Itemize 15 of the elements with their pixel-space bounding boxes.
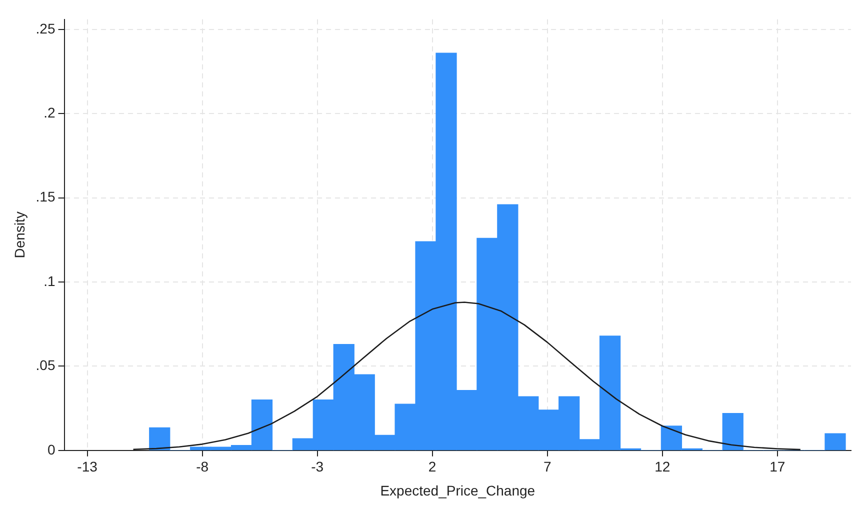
- y-tick-label: .25: [36, 20, 56, 36]
- x-tick-label: -3: [311, 458, 324, 475]
- x-tick-label: 12: [654, 458, 670, 475]
- y-tick-label: 0: [47, 441, 56, 458]
- x-tick-label: 17: [770, 458, 786, 475]
- y-tick-label: .05: [36, 357, 56, 374]
- x-tick-label: -13: [77, 458, 98, 475]
- y-tick-label: .1: [44, 272, 56, 289]
- x-tick-label: -8: [196, 458, 209, 475]
- y-tick-label: .2: [44, 104, 56, 121]
- y-tick-label: .15: [36, 188, 56, 205]
- y-axis-title: Density: [11, 212, 28, 258]
- x-tick-label: 7: [543, 458, 552, 475]
- x-tick-label: 2: [428, 458, 436, 475]
- x-axis-title: Expected_Price_Change: [380, 482, 536, 498]
